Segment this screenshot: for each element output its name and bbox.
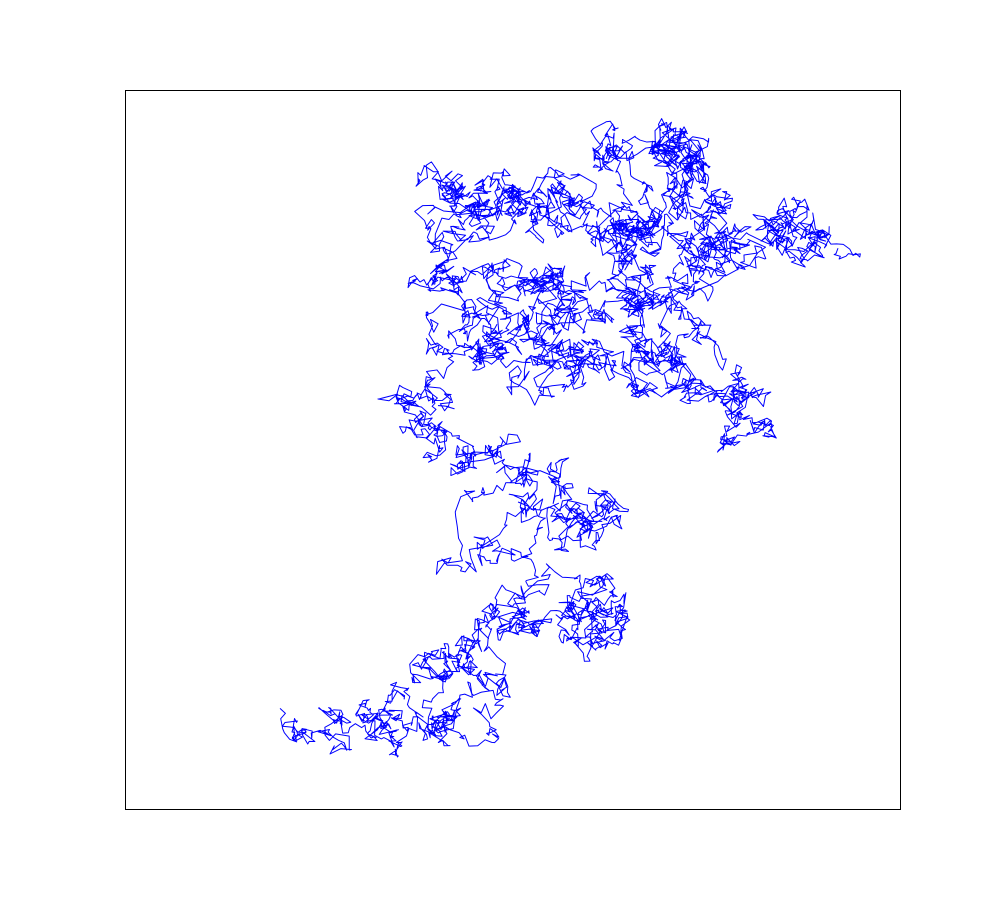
- series-line-0: [279, 118, 861, 758]
- plot-frame: [125, 90, 901, 810]
- series-layer: [279, 118, 861, 758]
